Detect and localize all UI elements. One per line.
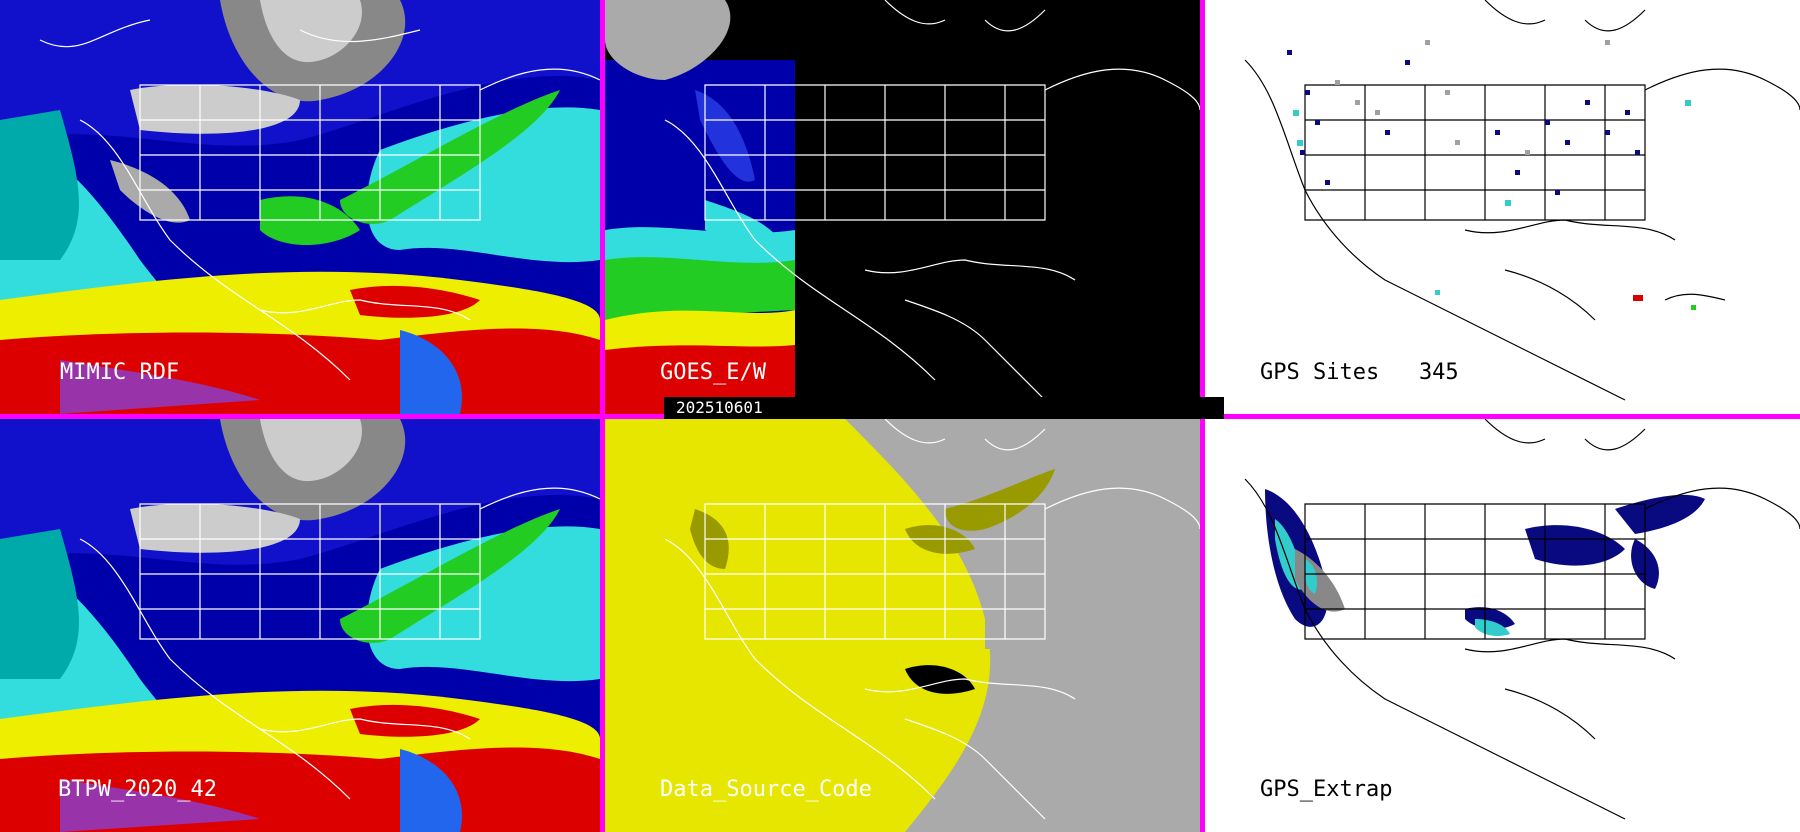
mimic-rdf-map	[0, 0, 600, 414]
date-label: 202510601	[664, 397, 1224, 419]
panel-label: GPS Sites 345	[1260, 360, 1459, 385]
goes-e-w-map	[605, 0, 1200, 414]
data-source-code-map	[605, 419, 1200, 832]
gps-sites-map	[1205, 0, 1800, 414]
panel-label: GOES_E/W	[660, 360, 766, 385]
panel-data-source-code: Data_Source_Code	[605, 419, 1200, 832]
btpw-map	[0, 419, 600, 832]
panel-label: Data_Source_Code	[660, 777, 872, 802]
panel-gps-sites: GPS Sites 345	[1205, 0, 1800, 414]
panel-goes-e-w: GOES_E/W	[605, 0, 1200, 414]
gps-extrap-map	[1205, 419, 1800, 832]
panel-btpw-2020-42: BTPW_2020_42	[0, 419, 600, 832]
panel-label: MIMIC RDF	[60, 360, 180, 385]
panel-label: BTPW_2020_42	[58, 777, 217, 802]
panel-gps-extrap: GPS_Extrap	[1205, 419, 1800, 832]
panel-label: GPS_Extrap	[1260, 777, 1393, 802]
panel-mimic-rdf: MIMIC RDF	[0, 0, 600, 414]
